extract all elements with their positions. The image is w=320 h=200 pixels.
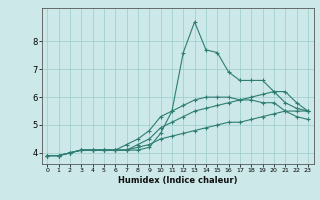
X-axis label: Humidex (Indice chaleur): Humidex (Indice chaleur) [118, 176, 237, 185]
